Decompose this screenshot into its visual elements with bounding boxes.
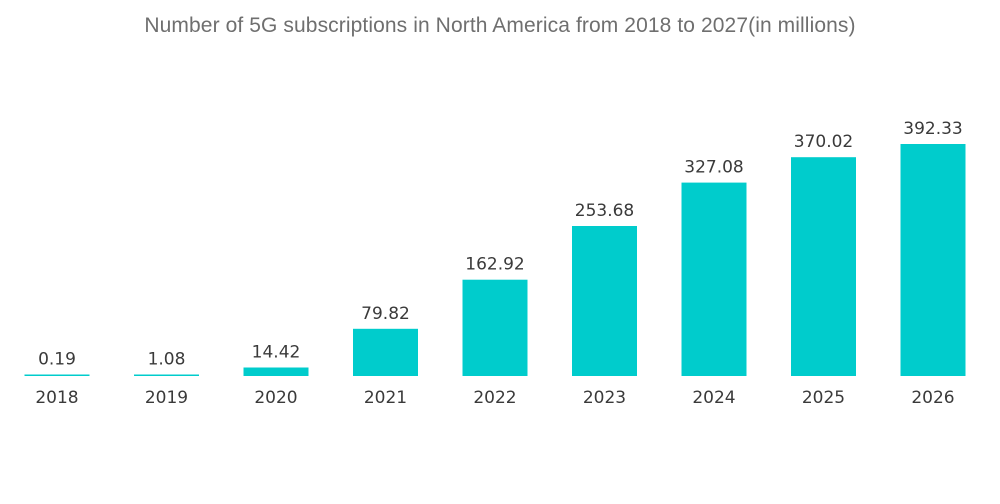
bar-2023 xyxy=(572,226,637,376)
bar-2025 xyxy=(791,157,856,376)
x-tick-label-2023: 2023 xyxy=(583,388,626,408)
bar-2019 xyxy=(134,374,199,376)
value-label-2026: 392.33 xyxy=(903,119,962,139)
bar-2018 xyxy=(24,374,90,376)
value-label-2019: 1.08 xyxy=(148,350,186,370)
x-tick-label-2019: 2019 xyxy=(145,388,188,408)
bar-2020 xyxy=(243,367,309,376)
bar-2022 xyxy=(462,279,528,376)
x-tick-label-2021: 2021 xyxy=(364,388,407,408)
value-label-2020: 14.42 xyxy=(252,343,301,363)
value-label-2022: 162.92 xyxy=(465,255,524,275)
x-tick-label-2020: 2020 xyxy=(254,388,297,408)
x-tick-label-2024: 2024 xyxy=(692,388,735,408)
bar-2021 xyxy=(353,328,418,376)
x-tick-label-2022: 2022 xyxy=(473,388,516,408)
value-label-2023: 253.68 xyxy=(575,201,634,221)
bar-2026 xyxy=(900,144,966,376)
value-label-2024: 327.08 xyxy=(684,158,743,178)
x-tick-label-2026: 2026 xyxy=(911,388,954,408)
value-label-2025: 370.02 xyxy=(794,132,853,152)
value-label-2021: 79.82 xyxy=(361,304,410,324)
chart-title: Number of 5G subscriptions in North Amer… xyxy=(144,14,856,37)
value-label-2018: 0.19 xyxy=(38,350,76,370)
x-tick-label-2025: 2025 xyxy=(802,388,845,408)
x-tick-label-2018: 2018 xyxy=(35,388,78,408)
bar-2024 xyxy=(681,182,747,376)
